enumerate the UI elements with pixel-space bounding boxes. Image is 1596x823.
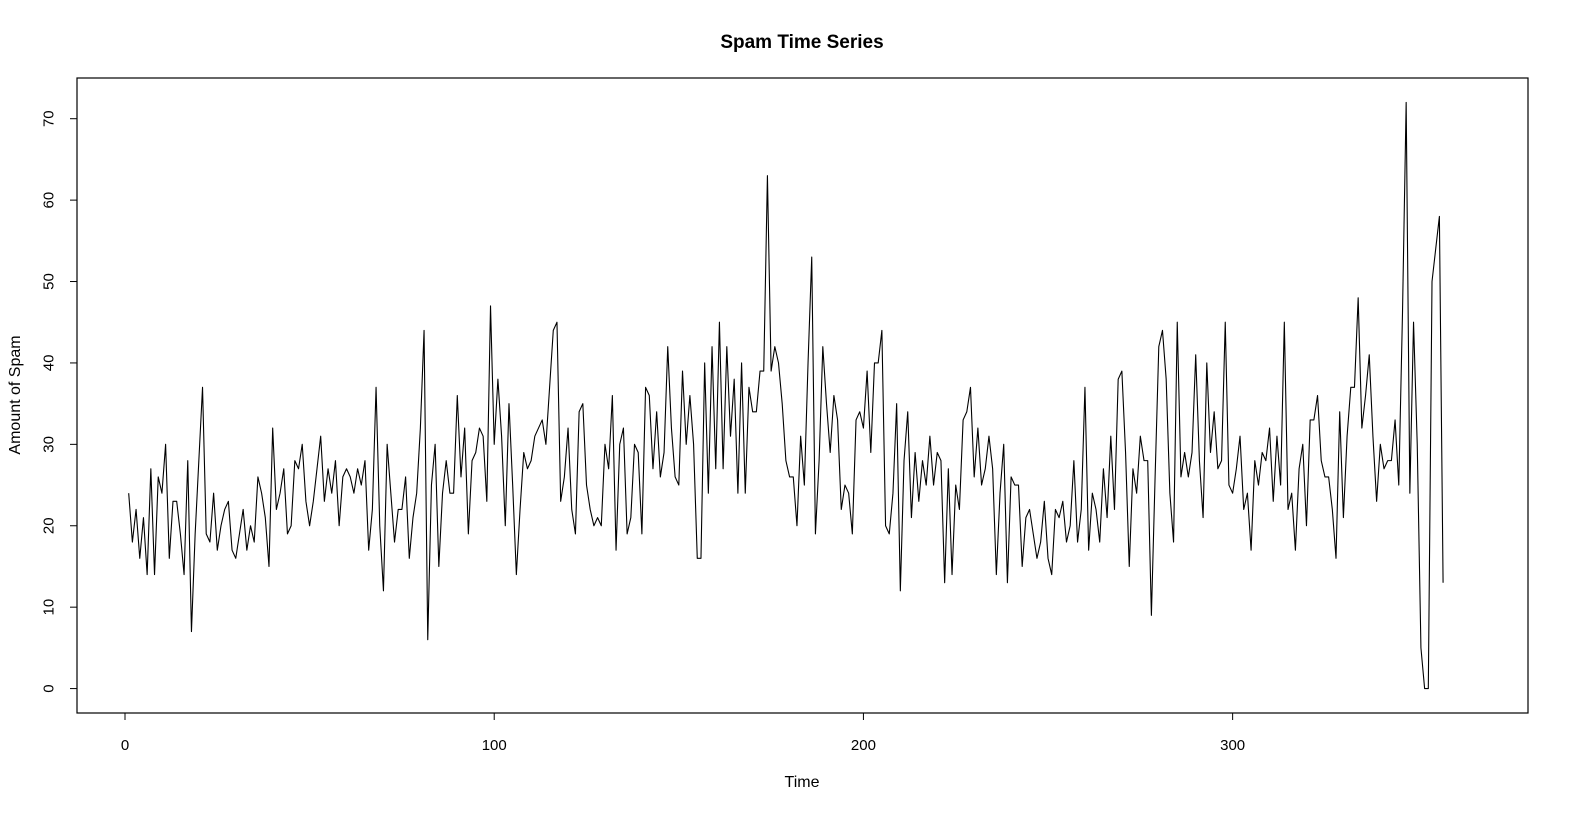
y-tick-label: 20	[41, 517, 58, 534]
y-tick-label: 70	[41, 110, 58, 127]
x-axis: 0 100 200 300	[121, 712, 1245, 754]
y-axis-label: Amount of Spam	[7, 335, 24, 454]
y-axis: 0 10 20 30 40 50 60 70	[41, 110, 78, 693]
x-tick-label: 300	[1220, 737, 1245, 754]
y-tick-label: 30	[41, 436, 58, 453]
spam-series-line	[128, 101, 1444, 690]
chart-title: Spam Time Series	[720, 32, 883, 53]
x-axis-label: Time	[785, 774, 820, 791]
y-tick-label: 40	[41, 355, 58, 372]
x-tick-label: 100	[482, 737, 507, 754]
y-tick-label: 10	[41, 599, 58, 616]
x-tick-label: 0	[121, 737, 129, 754]
x-tick-label: 200	[851, 737, 876, 754]
plot-frame	[76, 77, 1529, 714]
y-tick-label: 50	[41, 273, 58, 290]
y-tick-label: 60	[41, 192, 58, 209]
y-tick-label: 0	[41, 684, 58, 692]
